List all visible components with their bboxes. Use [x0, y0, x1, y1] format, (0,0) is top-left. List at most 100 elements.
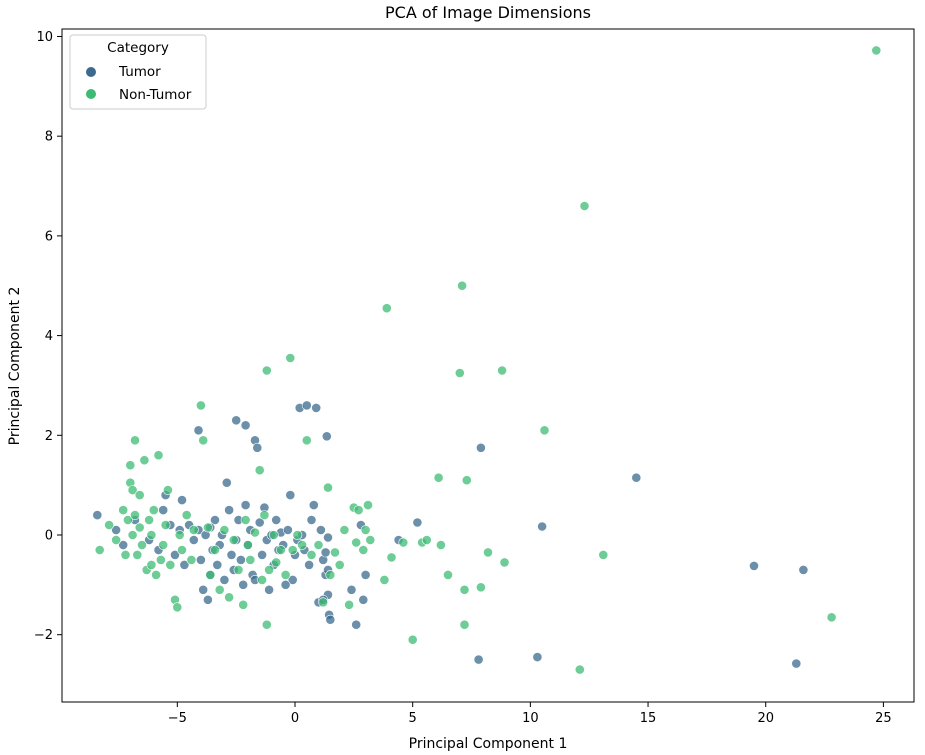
data-point-tumor — [749, 561, 759, 571]
data-point-tumor — [325, 614, 336, 625]
data-point-non-tumor — [205, 570, 216, 580]
data-point-non-tumor — [134, 522, 145, 533]
data-point-tumor — [221, 477, 232, 488]
data-point-non-tumor — [433, 472, 444, 483]
data-point-tumor — [351, 619, 362, 630]
data-point-non-tumor — [134, 490, 145, 500]
data-point-non-tumor — [301, 435, 312, 446]
points-layer — [92, 45, 882, 675]
data-point-non-tumor — [242, 540, 253, 550]
data-point-tumor — [202, 594, 213, 605]
data-point-non-tumor — [144, 515, 154, 525]
data-point-non-tumor — [381, 303, 392, 314]
data-point-non-tumor — [459, 619, 470, 630]
data-point-non-tumor — [240, 515, 251, 525]
data-point-non-tumor — [275, 545, 286, 555]
data-point-non-tumor — [195, 400, 206, 411]
x-tick-label: 25 — [875, 711, 892, 726]
ticks-layer: −5 0 5 10 15 20 25 −2 0 2 4 6 8 10 — [34, 30, 892, 726]
data-point-non-tumor — [264, 565, 274, 575]
data-point-tumor — [308, 500, 319, 510]
data-point-tumor — [158, 505, 169, 515]
data-point-tumor — [231, 415, 242, 426]
data-point-tumor — [118, 540, 129, 550]
data-point-non-tumor — [104, 520, 114, 530]
data-point-non-tumor — [162, 485, 173, 495]
data-point-non-tumor — [330, 547, 340, 558]
x-tick-label: −5 — [168, 711, 187, 726]
data-point-non-tumor — [137, 540, 147, 550]
data-point-non-tumor — [421, 535, 432, 545]
data-point-non-tumor — [188, 525, 199, 535]
data-point-non-tumor — [280, 570, 291, 580]
data-point-non-tumor — [250, 527, 260, 538]
data-point-tumor — [315, 525, 326, 535]
data-point-tumor — [473, 654, 484, 665]
data-point-non-tumor — [483, 547, 493, 558]
y-axis-label: Principal Component 2 — [7, 287, 23, 446]
legend-label-non-tumor: Non-Tumor — [119, 87, 192, 103]
data-point-tumor — [224, 505, 234, 515]
chart-title: PCA of Image Dimensions — [385, 3, 591, 22]
data-point-non-tumor — [826, 612, 837, 623]
data-point-non-tumor — [539, 425, 550, 436]
data-point-non-tumor — [351, 537, 362, 548]
data-point-non-tumor — [181, 510, 192, 520]
data-point-tumor — [304, 560, 314, 570]
data-point-non-tumor — [261, 619, 272, 630]
data-point-non-tumor — [386, 552, 397, 563]
data-point-non-tumor — [457, 280, 467, 291]
data-point-non-tumor — [127, 530, 138, 540]
data-point-non-tumor — [334, 560, 345, 570]
data-point-tumor — [264, 584, 274, 595]
y-tick-label: −2 — [34, 628, 53, 643]
data-point-non-tumor — [224, 592, 234, 603]
data-point-non-tumor — [214, 584, 225, 595]
data-point-tumor — [285, 490, 296, 500]
data-point-tumor — [193, 425, 204, 436]
x-tick-label: 5 — [409, 711, 417, 726]
data-point-tumor — [240, 500, 251, 510]
data-point-tumor — [195, 555, 206, 565]
data-point-non-tumor — [118, 505, 129, 515]
data-point-tumor — [257, 550, 267, 560]
data-point-tumor — [271, 515, 282, 525]
data-point-non-tumor — [151, 570, 161, 580]
data-point-non-tumor — [398, 537, 409, 548]
legend-marker-non-tumor — [86, 89, 96, 99]
x-tick-label: 0 — [291, 711, 299, 726]
data-point-tumor — [532, 652, 543, 662]
data-point-non-tumor — [233, 565, 244, 575]
data-point-tumor — [177, 495, 187, 505]
data-point-non-tumor — [120, 550, 131, 560]
data-point-non-tumor — [461, 475, 472, 486]
data-point-tumor — [475, 442, 486, 453]
data-point-tumor — [219, 575, 230, 585]
data-point-tumor — [412, 517, 423, 528]
data-point-non-tumor — [365, 535, 376, 545]
data-point-non-tumor — [158, 540, 169, 550]
data-point-non-tumor — [292, 530, 303, 540]
data-point-non-tumor — [172, 602, 183, 613]
data-point-tumor — [235, 555, 246, 565]
y-tick-label: 6 — [45, 229, 53, 244]
data-point-non-tumor — [306, 550, 317, 560]
data-point-tumor — [198, 584, 209, 595]
x-tick-label: 20 — [757, 711, 774, 726]
data-point-non-tumor — [228, 535, 239, 545]
data-point-non-tumor — [475, 582, 486, 593]
y-tick-label: 2 — [45, 429, 53, 444]
data-point-tumor — [92, 510, 103, 520]
data-point-non-tumor — [287, 545, 298, 555]
data-point-tumor — [323, 532, 333, 543]
data-point-tumor — [306, 515, 317, 525]
data-point-non-tumor — [443, 570, 453, 580]
data-point-non-tumor — [339, 525, 350, 535]
data-point-non-tumor — [598, 550, 609, 560]
data-point-non-tumor — [574, 664, 585, 675]
data-point-non-tumor — [257, 575, 267, 585]
data-point-non-tumor — [323, 482, 333, 493]
data-point-tumor — [210, 515, 220, 525]
data-point-non-tumor — [139, 455, 150, 466]
